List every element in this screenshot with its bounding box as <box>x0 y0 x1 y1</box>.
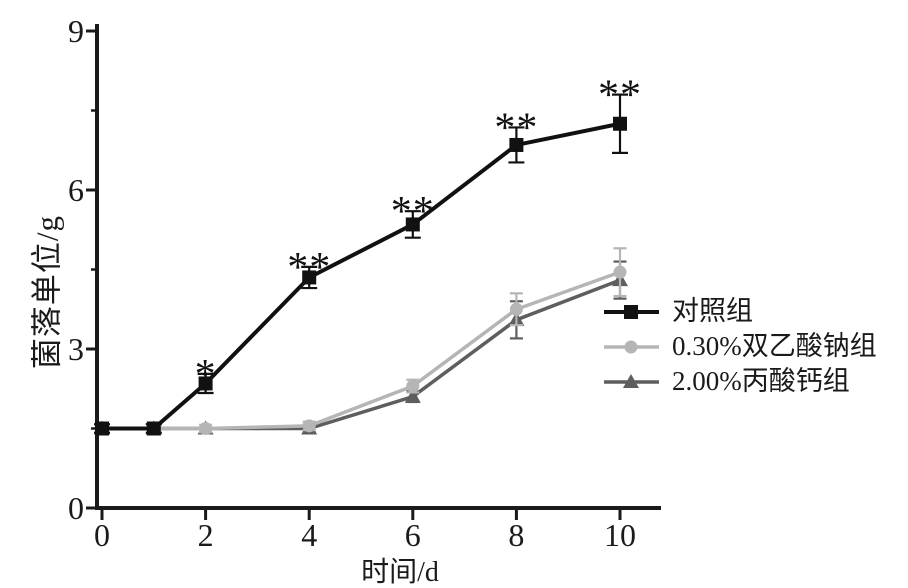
marker-circle <box>199 422 213 435</box>
marker-square <box>302 270 317 285</box>
marker-square <box>509 137 524 152</box>
legend-swatch-square <box>604 299 659 325</box>
marker-square <box>198 376 213 391</box>
marker-circle <box>302 419 316 433</box>
legend-label: 对照组 <box>672 296 753 326</box>
legend: 对照组 0.30%双乙酸钠组 2.00%丙酸钙组 <box>604 294 877 399</box>
x-tick-label: 4 <box>301 517 317 553</box>
legend-swatch-canvas <box>604 373 659 388</box>
y-tick-label: 3 <box>68 331 84 367</box>
marker-square <box>146 421 161 436</box>
series-line <box>102 121 621 431</box>
legend-marker-circle <box>624 340 638 353</box>
y-tick-label: 9 <box>68 13 84 49</box>
significance-marker: ** <box>598 73 642 119</box>
marker-square <box>613 116 627 131</box>
x-tick-label: 6 <box>405 517 421 553</box>
y-tick-label: 0 <box>68 490 84 526</box>
y-axis-label: 菌落单位/g <box>29 214 65 370</box>
legend-swatch-canvas <box>604 304 659 319</box>
marker-circle <box>406 379 420 393</box>
legend-marker-square <box>624 304 638 319</box>
legend-swatch-circle <box>604 334 659 360</box>
x-tick-label: 10 <box>604 517 636 553</box>
x-tick-label: 2 <box>198 517 214 553</box>
legend-label: 2.00%丙酸钙组 <box>672 366 850 396</box>
significance-marker: ** <box>494 105 538 151</box>
marker-square <box>405 217 420 232</box>
legend-marker-triangle <box>623 373 639 388</box>
legend-item-calcium-propionate: 2.00%丙酸钙组 <box>604 364 877 399</box>
marker-square <box>95 421 109 436</box>
x-tick-label: 8 <box>508 517 524 553</box>
legend-swatch-canvas <box>604 340 659 353</box>
x-axis-label: 时间/d <box>361 557 439 588</box>
legend-swatch-triangle <box>604 369 659 395</box>
series-circle <box>95 247 627 435</box>
y-tick-label: 6 <box>68 172 84 208</box>
significance-marker: ** <box>287 245 331 291</box>
marker-circle <box>613 265 627 279</box>
significance-marker: ** <box>391 189 435 235</box>
marker-circle <box>509 302 523 316</box>
significance-marker: * <box>195 352 217 398</box>
marker-triangle <box>404 388 421 403</box>
legend-label: 0.30%双乙酸钠组 <box>672 331 877 361</box>
series-square <box>94 93 628 436</box>
x-tick-label: 0 <box>94 517 110 553</box>
legend-item-sodium-diacetate: 0.30%双乙酸钠组 <box>604 329 877 364</box>
legend-item-control: 对照组 <box>604 294 877 329</box>
